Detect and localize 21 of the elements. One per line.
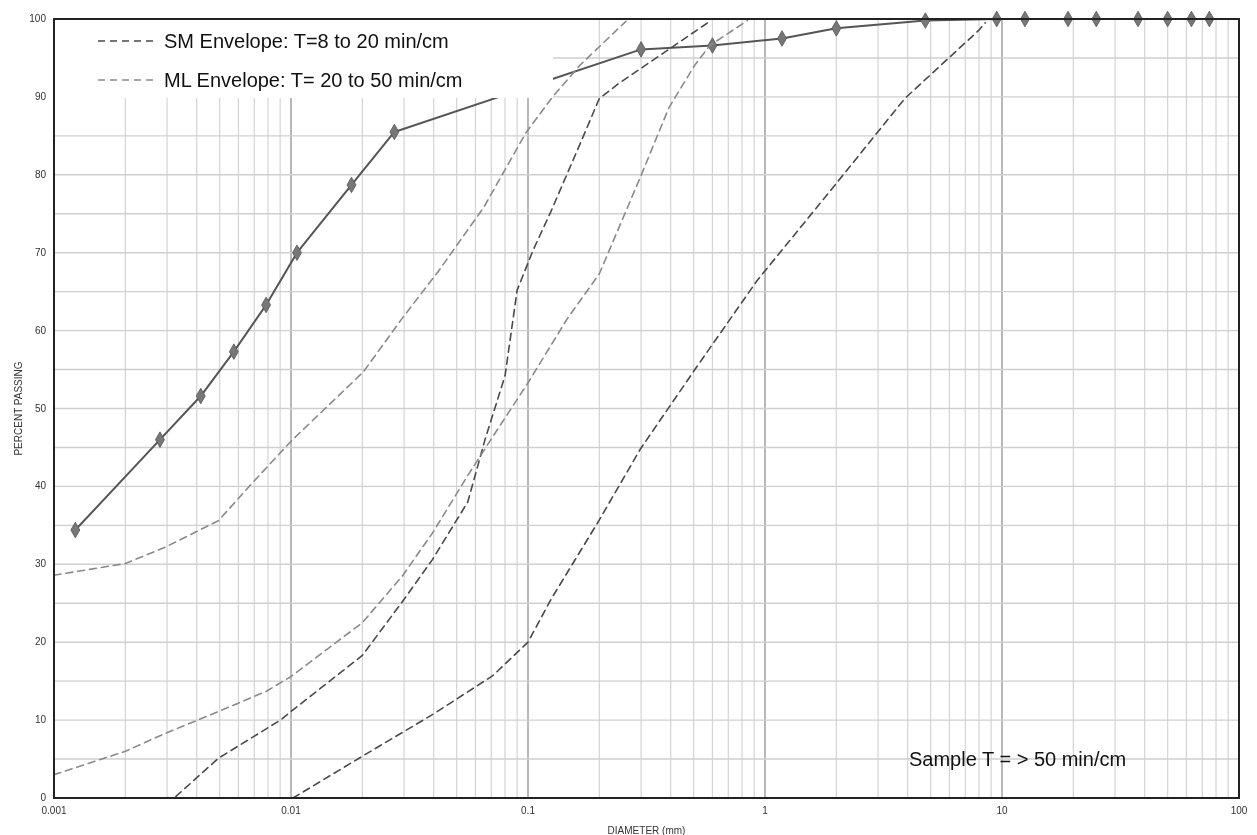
y-tick-label: 40 bbox=[34, 480, 47, 492]
x-tick-label: 1 bbox=[762, 805, 769, 816]
y-tick-label: 10 bbox=[34, 714, 47, 726]
annotation: Sample T = > 50 min/cm bbox=[909, 748, 1127, 770]
y-tick-label: 20 bbox=[34, 636, 47, 648]
y-tick-label: 80 bbox=[34, 168, 47, 180]
legend-label: SM Envelope: T=8 to 20 min/cm bbox=[164, 30, 449, 52]
y-tick-label: 60 bbox=[34, 324, 47, 336]
y-tick-label: 30 bbox=[34, 558, 47, 570]
x-tick-label: 0.001 bbox=[41, 805, 67, 816]
y-tick-label: 100 bbox=[29, 13, 47, 24]
x-tick-label: 0.01 bbox=[281, 805, 302, 816]
y-axis-title: PERCENT PASSING bbox=[13, 361, 24, 456]
y-tick-label: 50 bbox=[34, 402, 47, 414]
x-tick-label: 0.1 bbox=[521, 805, 536, 816]
y-tick-label: 90 bbox=[34, 90, 47, 102]
x-tick-label: 10 bbox=[996, 805, 1008, 816]
y-tick-label: 0 bbox=[40, 792, 47, 803]
y-tick-label: 70 bbox=[34, 246, 47, 258]
legend-label: ML Envelope: T= 20 to 50 min/cm bbox=[164, 69, 463, 91]
x-tick-label: 100 bbox=[1230, 805, 1248, 816]
